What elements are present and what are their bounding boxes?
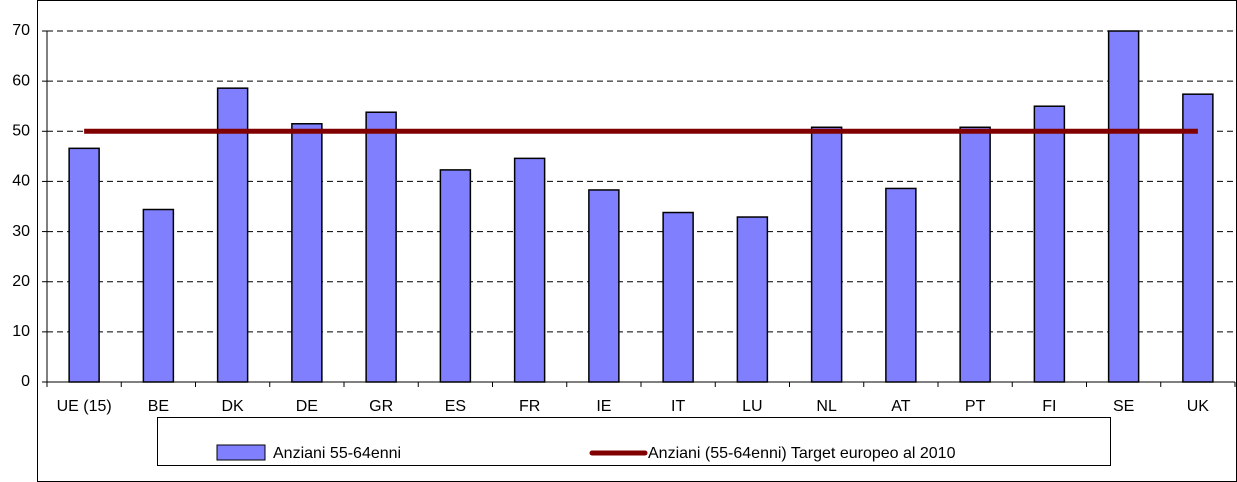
legend-box <box>157 417 1111 466</box>
x-tick-label: FR <box>519 398 540 415</box>
y-tick-label: 40 <box>12 173 30 190</box>
x-tick-label: BE <box>148 398 169 415</box>
x-tick-label: NL <box>816 398 837 415</box>
legend-label: Anziani 55-64enni <box>273 445 401 462</box>
y-tick-label: 60 <box>12 72 30 89</box>
bar <box>1033 105 1066 383</box>
bar <box>1182 93 1214 383</box>
x-tick-label: UE (15) <box>57 398 112 415</box>
x-tick-label: UK <box>1187 398 1210 415</box>
bar <box>959 126 991 383</box>
x-tick-label: AT <box>891 398 910 415</box>
bar <box>291 123 323 383</box>
bar <box>365 111 397 383</box>
bar <box>662 211 694 383</box>
x-tick-label: LU <box>742 398 762 415</box>
y-tick-label: 20 <box>12 273 30 290</box>
y-tick-label: 70 <box>12 22 30 39</box>
y-tick-label: 10 <box>12 323 30 340</box>
bar <box>588 189 620 383</box>
bar <box>1107 30 1140 383</box>
y-tick-label: 50 <box>12 123 30 140</box>
bar <box>68 147 100 383</box>
x-tick-label: IE <box>596 398 611 415</box>
bar <box>513 157 546 383</box>
x-tick-label: PT <box>965 398 986 415</box>
x-tick-label: DK <box>222 398 245 415</box>
x-tick-label: FI <box>1042 398 1056 415</box>
bar <box>810 126 843 383</box>
bar <box>885 187 917 383</box>
bar <box>736 216 769 383</box>
legend-label: Anziani (55-64enni) Target europeo al 20… <box>648 445 956 462</box>
x-tick-label: IT <box>671 398 685 415</box>
legend-swatch <box>216 444 266 461</box>
y-tick-label: 30 <box>12 223 30 240</box>
bar <box>142 208 175 383</box>
x-tick-label: SE <box>1113 398 1134 415</box>
x-tick-label: DE <box>296 398 318 415</box>
x-tick-label: ES <box>445 398 466 415</box>
x-tick-label: GR <box>369 398 393 415</box>
bar <box>439 169 472 383</box>
y-tick-label: 0 <box>21 373 30 390</box>
bar <box>216 87 249 383</box>
